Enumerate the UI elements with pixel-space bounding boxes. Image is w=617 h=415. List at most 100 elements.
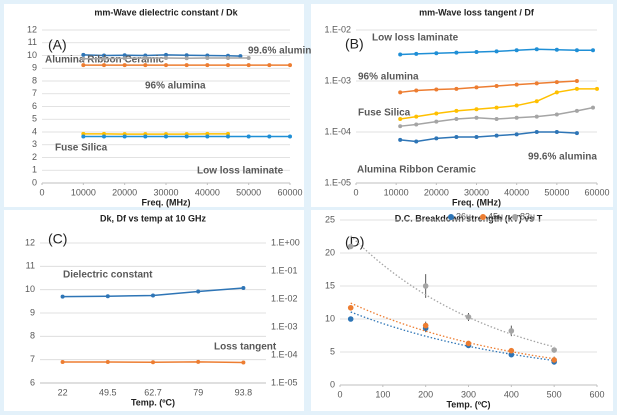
marker [241,286,246,291]
marker [554,80,559,85]
marker [554,112,559,117]
marker [534,47,539,52]
x-tick-label: 50000 [544,187,569,197]
series-label: Low loss laminate [372,33,459,44]
y-tick-label: 6 [30,377,35,387]
x-tick-label: 10000 [71,187,96,197]
marker [508,351,515,358]
marker [288,134,292,139]
marker [205,63,210,68]
x-tick-label: 300 [461,389,476,399]
marker [164,56,168,61]
marker [454,108,459,113]
y-tick-label: 0 [330,379,335,389]
y-tick-label: 11 [28,37,37,47]
marker [267,134,272,139]
marker [184,56,189,61]
legend-label: 45u [488,211,503,221]
marker [474,115,479,120]
y2-tick-label: 1.E-05 [271,377,298,387]
marker [105,294,110,299]
y-tick-label: 6 [32,101,37,111]
series-line [400,131,577,143]
marker [514,48,519,53]
y-tick-label: 1.E-02 [324,24,351,34]
chart-title: mm-Wave loss tangent / Df [419,7,535,17]
y2-tick-label: 1.E-03 [271,321,298,331]
x-tick-label: 49.5 [99,387,117,397]
marker [122,63,127,68]
y-tick-label: 2 [32,152,37,162]
y-tick-label: 10 [25,284,35,294]
panel [4,4,304,207]
marker [246,134,251,139]
x-tick-label: 50000 [236,187,261,197]
chart-title: D.C. Breakdown strength (kV) vs T [395,213,543,223]
marker [122,134,127,139]
series-label: Alumina Ribbon Ceramic [357,165,476,176]
marker [534,130,539,134]
trendline [350,311,555,362]
panel [311,4,613,207]
marker [81,52,86,57]
marker [398,90,403,95]
marker [595,86,599,91]
y-tick-label: 12 [27,24,37,34]
marker [414,139,419,144]
x-tick-label: 79 [193,387,203,397]
panel-label: (A) [48,37,67,53]
legend-label: 36u [456,211,471,221]
marker [226,56,230,61]
marker [151,293,155,298]
x-tick-label: 100 [375,389,390,399]
x-tick-label: 60000 [584,187,609,197]
marker [551,347,557,353]
x-tick-label: 0 [39,187,44,197]
marker [514,132,519,137]
marker [434,87,439,92]
marker [551,357,557,363]
marker [347,316,354,322]
y2-tick-label: 1.E-01 [271,265,298,275]
marker [514,82,519,87]
marker [122,56,127,61]
y-tick-label: 8 [30,331,35,341]
x-axis-label: Freq. (MHz) [452,197,501,207]
marker [514,115,519,120]
legend-marker [448,214,454,220]
x-tick-label: 22 [58,387,68,397]
series-label: Loss tangent [214,342,277,353]
marker [122,53,127,58]
marker [554,130,559,134]
marker [574,86,579,91]
y-tick-label: 25 [325,214,335,224]
marker [554,47,559,52]
marker [81,134,86,139]
y-tick-label: 11 [26,261,35,271]
series-label: Dielectric constant [63,270,153,281]
series-line [400,80,577,94]
panel-label: (B) [345,36,364,52]
marker [590,48,595,53]
series-label: Fuse Silica [55,143,108,154]
y-tick-label: 1 [32,165,37,175]
marker [143,134,148,139]
marker [434,136,439,141]
y-tick-label: 1.E-04 [324,126,351,136]
panel [4,210,304,411]
marker [474,107,479,112]
marker [454,86,459,91]
marker [494,105,499,110]
y-tick-label: 0 [32,177,37,187]
marker [226,63,230,68]
y2-tick-label: 1.E+00 [271,237,300,247]
marker [534,114,539,119]
marker [81,56,86,61]
y-tick-label: 10 [27,50,37,60]
y2-tick-label: 1.E-02 [271,293,298,303]
marker [414,51,419,56]
chart-title: Dk, Df vs temp at 10 GHz [100,213,207,223]
marker [205,134,210,139]
series-label: 96% alumina [145,81,206,92]
x-axis-label: Temp. (ºC) [131,397,175,407]
